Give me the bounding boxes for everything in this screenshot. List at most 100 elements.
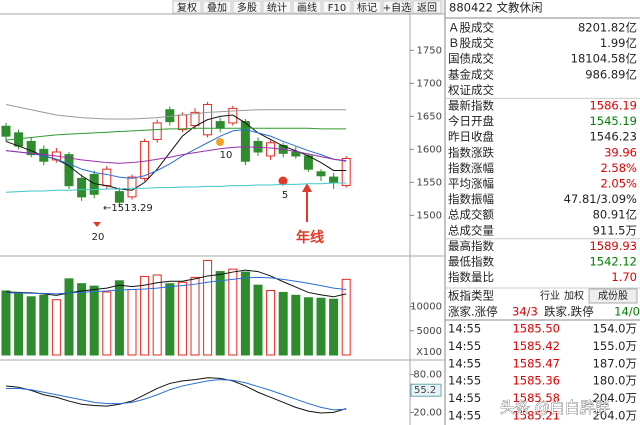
row-label: 基金成交: [448, 67, 494, 81]
trade-volume: 180.0万: [593, 374, 637, 388]
volume-bar: [190, 276, 200, 356]
candle-body: [190, 111, 200, 127]
trade-price: 1585.47: [512, 356, 560, 370]
row-value: 1.70: [611, 270, 637, 284]
trade-time: 14:55: [448, 409, 481, 423]
row-value: 2.05%: [600, 177, 637, 191]
toolbar-button-label[interactable]: 复权: [177, 1, 197, 14]
y-tick-label: 1550: [417, 177, 442, 188]
candle-body: [291, 151, 301, 157]
annotation: 10: [220, 150, 233, 161]
toolbar-button-label[interactable]: +自选: [383, 1, 411, 14]
indicator-line: [5, 377, 347, 414]
volume-bar: [127, 289, 137, 356]
annotation: 20: [92, 232, 105, 243]
volume-bar: [140, 275, 150, 356]
candle-body: [114, 191, 124, 203]
value-marker-box: [410, 383, 442, 397]
volume-bar: [341, 278, 351, 356]
event-icon[interactable]: [278, 176, 288, 186]
candle-body: [316, 171, 326, 177]
toolbar-button[interactable]: [292, 0, 322, 14]
y-tick-label: 20.00: [413, 407, 442, 418]
row-value: 1542.12: [589, 255, 637, 269]
toolbar-button-label[interactable]: 统计: [267, 1, 287, 14]
row-label: 今日开盘: [448, 114, 494, 128]
y-tick-label: 10000: [410, 302, 442, 313]
indicator-line: [5, 127, 347, 141]
toolbar-button-label[interactable]: 多股: [237, 1, 257, 14]
candle-body: [127, 176, 137, 198]
toolbar-button[interactable]: [262, 0, 292, 14]
row-value: 1.99亿: [600, 36, 637, 50]
toolbar-button-label[interactable]: 返回: [417, 2, 437, 14]
volume-bar: [329, 298, 339, 356]
row-value: 1586.19: [589, 99, 637, 113]
trade-time: 14:55: [448, 322, 481, 336]
toolbar-button-label[interactable]: 标记: [357, 2, 377, 14]
toolbar-button-label[interactable]: 叠加: [207, 2, 227, 14]
toolbar-button[interactable]: [352, 0, 382, 14]
event-icon[interactable]: [93, 222, 101, 227]
volume-bar: [203, 259, 213, 356]
trade-price: 1585.58: [512, 391, 560, 405]
volume-bar: [165, 283, 175, 356]
y-tick-label: 1750: [417, 45, 442, 56]
indicator-line: [5, 182, 347, 193]
candle-body: [266, 142, 276, 157]
volume-bar: [316, 297, 326, 356]
candle-body: [102, 168, 112, 187]
type-button-label[interactable]: 成份股: [598, 290, 628, 302]
row-value: 2.58%: [600, 161, 637, 175]
volume-bar: [228, 268, 238, 356]
trade-price: 1585.21: [512, 409, 560, 423]
row-value: 14/0: [614, 305, 640, 319]
row-label: Ａ股成交: [448, 21, 494, 35]
toolbar-button[interactable]: [412, 0, 442, 14]
row-label: 昨日收盘: [448, 130, 494, 144]
volume-bar: [89, 285, 99, 356]
row-value: 18104.58亿: [571, 52, 637, 66]
row-label: 跌家.跌停: [544, 305, 594, 319]
type-button[interactable]: [588, 288, 638, 304]
toolbar-button[interactable]: [172, 0, 202, 14]
indicator-line: [6, 276, 347, 295]
trade-price: 1585.42: [512, 339, 560, 353]
volume-bar: [1, 290, 11, 356]
panel-title: 880422 文教休闲: [449, 1, 543, 15]
candle-body: [329, 176, 339, 183]
toolbar-button[interactable]: [322, 0, 352, 14]
toolbar-button[interactable]: [202, 0, 232, 14]
toolbar-button-label[interactable]: 画线: [297, 1, 317, 14]
trade-price: 1585.36: [512, 374, 560, 388]
toolbar-button[interactable]: [232, 0, 262, 14]
candle-body: [341, 157, 351, 187]
y-tick-label: 1700: [417, 78, 442, 89]
candle-body: [240, 121, 250, 162]
volume-bar: [51, 299, 61, 356]
event-icon[interactable]: [216, 138, 224, 146]
row-value: 34/3: [512, 305, 538, 319]
toolbar-button-label[interactable]: F10: [328, 3, 346, 14]
volume-bar: [240, 271, 250, 356]
value-marker: 55.2: [414, 385, 436, 396]
row-value: 1589.93: [589, 239, 637, 253]
volume-bar: [278, 291, 288, 356]
row-value: 8201.82亿: [578, 21, 637, 35]
trade-time: 14:55: [448, 356, 481, 370]
type-option[interactable]: 加权: [564, 289, 584, 302]
row-value: 986.89亿: [585, 67, 637, 81]
row-label: 最低指数: [448, 255, 494, 269]
y-tick-label: 1600: [417, 144, 442, 155]
row-value: 39.96: [604, 145, 637, 159]
type-option[interactable]: 行业: [540, 289, 560, 302]
row-value: 80.91亿: [593, 208, 637, 222]
row-label: 指数涨幅: [448, 161, 494, 175]
toolbar-button[interactable]: [382, 0, 412, 14]
volume-bar: [152, 274, 162, 356]
candle-body: [77, 177, 87, 198]
annotation: ←1513.29: [103, 203, 153, 214]
candle-body: [1, 125, 11, 137]
row-value: 911.5万: [593, 223, 637, 237]
row-label: 权证成交: [448, 83, 494, 97]
